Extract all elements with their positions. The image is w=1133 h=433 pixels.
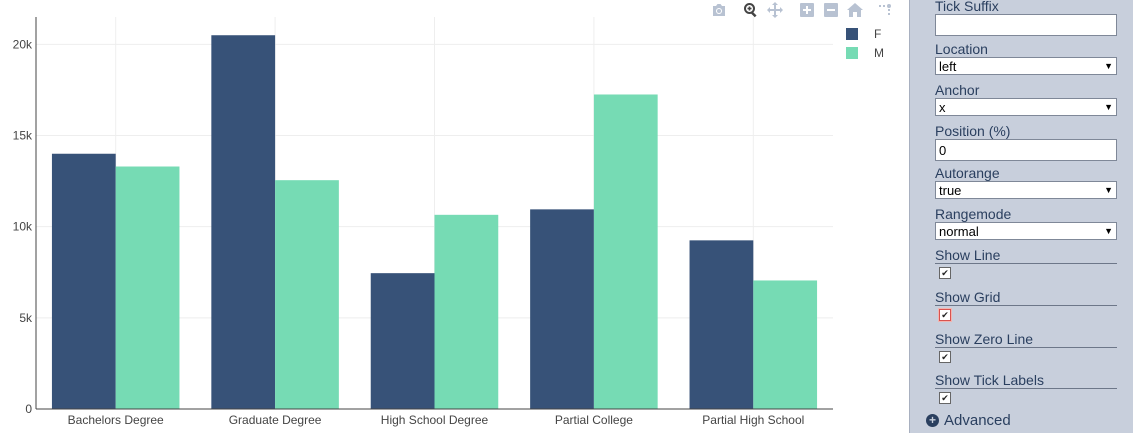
chevron-down-icon: ▼ bbox=[1104, 102, 1113, 112]
legend-label-m: M bbox=[874, 45, 884, 60]
bar-chart[interactable]: 0 5k 10k 15k 20k Bachelors Degree Graduate Deg… bbox=[0, 0, 910, 433]
show-grid-label: Show Grid bbox=[935, 289, 1117, 306]
rangemode-label: Rangemode bbox=[935, 206, 1012, 222]
zoom-icon[interactable] bbox=[742, 1, 760, 19]
legend-item-f[interactable]: F bbox=[846, 24, 884, 43]
x-tick-label: High School Degree bbox=[381, 413, 489, 427]
position-input[interactable] bbox=[935, 139, 1117, 161]
anchor-value: x bbox=[939, 99, 946, 115]
show-tick-labels-checkbox[interactable]: ✔ bbox=[939, 392, 951, 404]
autorange-label: Autorange bbox=[935, 165, 1000, 181]
bar-m[interactable] bbox=[275, 180, 339, 409]
tick-suffix-input[interactable] bbox=[935, 14, 1117, 36]
location-label: Location bbox=[935, 41, 988, 57]
rangemode-field: Rangemode normal ▼ bbox=[935, 206, 1117, 240]
zoom-out-icon[interactable] bbox=[822, 1, 840, 19]
chart-area[interactable]: 0 5k 10k 15k 20k Bachelors Degree Graduate Deg… bbox=[0, 0, 910, 433]
autorange-value: true bbox=[939, 182, 962, 198]
x-tick-label: Graduate Degree bbox=[229, 413, 322, 427]
x-tick-label: Partial High School bbox=[702, 413, 804, 427]
show-line-field: Show Line ✔ bbox=[935, 247, 1117, 279]
pan-icon[interactable] bbox=[766, 1, 784, 19]
rangemode-value: normal bbox=[939, 223, 979, 239]
tick-suffix-field: Tick Suffix bbox=[935, 0, 1117, 36]
chevron-down-icon: ▼ bbox=[1104, 61, 1113, 71]
y-tick-label: 10k bbox=[13, 220, 33, 234]
bar-m[interactable] bbox=[115, 166, 180, 409]
advanced-label: Advanced bbox=[944, 412, 1011, 429]
spike-lines-icon[interactable] bbox=[876, 1, 894, 19]
plus-circle-icon: + bbox=[926, 414, 939, 427]
y-tick-label: 0 bbox=[25, 402, 32, 416]
autorange-select[interactable]: true ▼ bbox=[935, 181, 1117, 199]
chevron-down-icon: ▼ bbox=[1104, 226, 1113, 236]
bar-m[interactable] bbox=[434, 214, 499, 409]
show-zero-line-field: Show Zero Line ✔ bbox=[935, 331, 1117, 363]
bar-m[interactable] bbox=[593, 94, 658, 409]
location-select[interactable]: left ▼ bbox=[935, 57, 1117, 75]
x-tick-label: Partial College bbox=[555, 413, 633, 427]
bar-f[interactable] bbox=[370, 273, 435, 409]
x-tick-label: Bachelors Degree bbox=[68, 413, 164, 427]
y-tick-label: 5k bbox=[19, 311, 33, 325]
rangemode-select[interactable]: normal ▼ bbox=[935, 222, 1117, 240]
bar-f[interactable] bbox=[211, 35, 276, 410]
tick-suffix-label: Tick Suffix bbox=[935, 0, 999, 14]
axis-settings-panel: Tick Suffix Location left ▼ Anchor x ▼ P… bbox=[909, 0, 1133, 433]
show-grid-field: Show Grid ✔ bbox=[935, 289, 1117, 321]
zoom-in-icon[interactable] bbox=[798, 1, 816, 19]
y-tick-label: 15k bbox=[13, 129, 33, 143]
show-line-label: Show Line bbox=[935, 247, 1117, 264]
autorange-field: Autorange true ▼ bbox=[935, 165, 1117, 199]
anchor-field: Anchor x ▼ bbox=[935, 82, 1117, 116]
chevron-down-icon: ▼ bbox=[1104, 185, 1113, 195]
show-line-checkbox[interactable]: ✔ bbox=[939, 267, 951, 279]
show-tick-labels-label: Show Tick Labels bbox=[935, 372, 1117, 389]
legend: F M bbox=[846, 24, 884, 62]
anchor-label: Anchor bbox=[935, 82, 980, 98]
legend-swatch-f bbox=[846, 27, 858, 40]
y-tick-label: 20k bbox=[13, 37, 33, 51]
advanced-toggle[interactable]: + Advanced bbox=[926, 412, 1011, 429]
show-grid-checkbox[interactable]: ✔ bbox=[939, 309, 951, 321]
show-zero-line-label: Show Zero Line bbox=[935, 331, 1117, 348]
legend-item-m[interactable]: M bbox=[846, 43, 884, 62]
show-zero-line-checkbox[interactable]: ✔ bbox=[939, 351, 951, 363]
location-value: left bbox=[939, 58, 957, 74]
home-icon[interactable] bbox=[846, 1, 864, 19]
legend-label-f: F bbox=[874, 26, 882, 41]
bar-f[interactable] bbox=[530, 209, 594, 409]
bar-f[interactable] bbox=[51, 153, 116, 409]
location-field: Location left ▼ bbox=[935, 41, 1117, 75]
position-field: Position (%) bbox=[935, 123, 1117, 161]
position-label: Position (%) bbox=[935, 123, 1011, 139]
legend-swatch-m bbox=[846, 46, 858, 59]
anchor-select[interactable]: x ▼ bbox=[935, 98, 1117, 116]
camera-icon[interactable] bbox=[710, 1, 728, 19]
show-tick-labels-field: Show Tick Labels ✔ bbox=[935, 372, 1117, 404]
bar-m[interactable] bbox=[753, 280, 818, 409]
bar-f[interactable] bbox=[689, 240, 754, 409]
